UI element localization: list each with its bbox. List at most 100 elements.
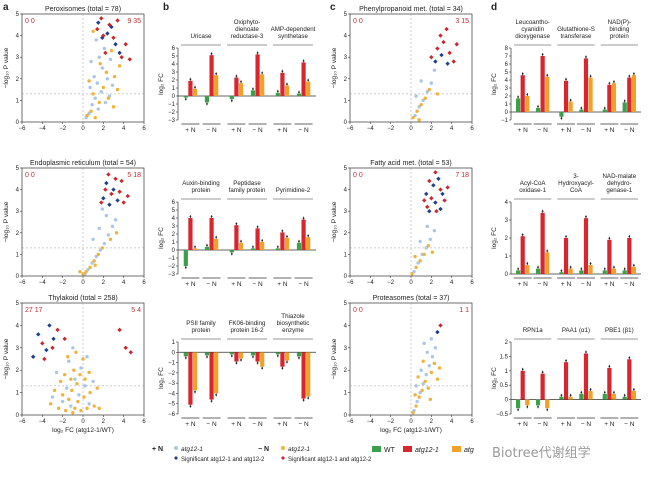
barchart-3-replicate-dot bbox=[560, 117, 563, 120]
volcano-3-xtick-label: 6 bbox=[470, 126, 474, 132]
barchart-4-ytick-label: 1 bbox=[505, 254, 509, 260]
barchart-4-ytick-label: 0 bbox=[505, 272, 509, 278]
volcano-3-point-sig_minus bbox=[451, 59, 456, 64]
barchart-3-bar-WT bbox=[579, 109, 584, 112]
volcano-4-xtick-label: −2 bbox=[387, 280, 395, 286]
barchart-5-replicate-dot bbox=[633, 388, 635, 391]
barchart-3-group-label: Glutathione-S bbox=[557, 26, 595, 33]
barchart-0-ylabel: log₂ FC bbox=[158, 73, 165, 95]
volcano-2-point-ns_minus bbox=[69, 377, 73, 381]
barchart-4-bar-WT bbox=[516, 270, 521, 274]
barchart-4-bar-WT bbox=[535, 268, 541, 274]
barchart-1-group-label: protein bbox=[192, 187, 211, 194]
barchart-4-ytick-label: 3 bbox=[505, 218, 509, 224]
volcano-2-point-ns_plus bbox=[69, 404, 73, 408]
barchart-1-ylabel: log₂ FC bbox=[158, 227, 165, 249]
barchart-4-bar-atg12-1 bbox=[520, 236, 525, 274]
volcano-0-point-sig_minus bbox=[123, 42, 128, 47]
barchart-4-replicate-dot bbox=[541, 210, 544, 213]
volcano-4-title: Fatty acid met. (total = 53) bbox=[370, 160, 452, 167]
barchart-0-bar-WT bbox=[275, 92, 280, 96]
barchart-0-replicate-dot bbox=[256, 52, 259, 54]
barchart-3-replicate-dot bbox=[613, 80, 615, 83]
volcano-3-point-ns_plus bbox=[425, 90, 429, 94]
volcano-3-point-sig_minus bbox=[435, 46, 440, 51]
volcano-2-point-sig_minus bbox=[128, 350, 133, 355]
volcano-3-point-sig_minus bbox=[441, 39, 446, 45]
barchart-2-bar-atg12-2 bbox=[238, 352, 244, 359]
volcano-5-point-ns_minus bbox=[420, 388, 424, 393]
barchart-0-replicate-dot bbox=[240, 80, 242, 83]
barchart-4-condition-label: − N bbox=[537, 281, 548, 288]
barchart-0-ytick-label: 2 bbox=[172, 78, 176, 84]
volcano-5-point-ns_plus bbox=[422, 341, 426, 346]
volcano-2-point-ns_minus bbox=[52, 388, 57, 393]
volcano-2-xtick-label: 2 bbox=[102, 419, 106, 425]
barchart-5-replicate-dot bbox=[526, 405, 529, 408]
barchart-4-bar-atg12-2 bbox=[631, 266, 636, 274]
barchart-0-replicate-dot bbox=[281, 70, 284, 73]
barchart-0-group-label: Oxiphyto- bbox=[234, 19, 260, 26]
barchart-3-bar-WT bbox=[559, 112, 564, 117]
volcano-3-point-ns_plus bbox=[429, 81, 434, 85]
volcano-3-xtick-label: 0 bbox=[409, 126, 413, 132]
volcano-0-xtick-label: −2 bbox=[59, 126, 67, 132]
barchart-2-bar-WT bbox=[204, 352, 210, 356]
volcano-2-point-ns_plus bbox=[79, 366, 83, 370]
barchart-5-bar-WT bbox=[516, 399, 521, 409]
barchart-3-replicate-dot bbox=[633, 72, 635, 75]
volcano-4-point-sig_minus bbox=[433, 170, 438, 175]
volcano-2-point-ns_minus bbox=[92, 404, 96, 408]
barchart-1-replicate-dot bbox=[286, 235, 288, 238]
volcano-4-point-ns_plus bbox=[432, 228, 437, 233]
barchart-0-condition-label: − N bbox=[252, 127, 263, 134]
barchart-1-replicate-dot bbox=[276, 246, 279, 248]
barchart-1-bar-WT bbox=[183, 250, 188, 266]
barchart-4-bar-atg12-1 bbox=[583, 218, 589, 274]
barchart-5-replicate-dot bbox=[565, 359, 567, 362]
barchart-3-group-label: NAD(P)- bbox=[608, 19, 631, 26]
barchart-2-replicate-dot bbox=[307, 397, 310, 399]
barchart-2-replicate-dot bbox=[215, 394, 218, 396]
volcano-5-ytick-label: 2 bbox=[344, 368, 348, 374]
barchart-3-condition-label: − N bbox=[581, 127, 592, 134]
volcano-1-ytick-label: 5 bbox=[16, 166, 20, 172]
volcano-0-ytick-label: 1 bbox=[16, 98, 20, 104]
barchart-4-replicate-dot bbox=[633, 264, 635, 267]
barchart-3-replicate-dot bbox=[580, 107, 583, 109]
barchart-4-group-label: Hydroxyacyl- bbox=[558, 180, 594, 187]
barchart-4-replicate-dot bbox=[517, 268, 519, 270]
barchart-1-ytick-label: 1 bbox=[172, 240, 176, 246]
barchart-5-bar-WT bbox=[559, 396, 564, 400]
barchart-2-bar-atg12-1 bbox=[234, 352, 239, 362]
volcano-0-point-sig_minus bbox=[111, 35, 116, 40]
volcano-2-point-ns_plus bbox=[77, 393, 81, 397]
barchart-0-condition-label: − N bbox=[298, 127, 309, 134]
volcano-0-point-ns_minus bbox=[104, 70, 109, 75]
volcano-5-point-sig_plus bbox=[435, 329, 440, 335]
volcano-4-ytick-label: 1 bbox=[344, 252, 348, 258]
volcano-3-point-sig_minus bbox=[447, 50, 452, 56]
volcano-4-ytick-label: 0 bbox=[344, 274, 348, 280]
volcano-1-point-sig_plus bbox=[104, 180, 109, 186]
volcano-0-title: Peroxisomes (total = 78) bbox=[45, 6, 121, 13]
barchart-5-ylabel: log₂ FC bbox=[491, 367, 498, 389]
volcano-2-ylabel: −log₁₀ P value bbox=[3, 338, 10, 379]
volcano-2-point-ns_minus bbox=[78, 372, 82, 377]
volcano-0-point-sig_minus bbox=[95, 26, 100, 32]
barchart-2-bar-WT bbox=[296, 352, 302, 357]
barchart-1-replicate-dot bbox=[302, 217, 305, 220]
barchart-3-bar-atg12-2 bbox=[545, 76, 550, 112]
barchart-5-bar-atg12-1 bbox=[607, 367, 612, 400]
legend-bar-label-1: atg12-1 bbox=[415, 447, 439, 454]
volcano-5-ylabel: −log₁₀ P value bbox=[331, 338, 338, 379]
barchart-0-ytick-label: 1 bbox=[172, 86, 176, 92]
barchart-2-ytick-label: 0 bbox=[172, 350, 176, 356]
barchart-1-replicate-dot bbox=[230, 253, 233, 255]
barchart-5-bar-atg12-2 bbox=[611, 393, 617, 400]
barchart-5-replicate-dot bbox=[589, 388, 592, 391]
volcano-5-ytick-label: 0 bbox=[344, 413, 348, 419]
legend-minus-n-sign: − N bbox=[258, 446, 269, 453]
barchart-0-ytick-label: 5 bbox=[172, 54, 176, 60]
barchart-2-replicate-dot bbox=[230, 354, 233, 357]
